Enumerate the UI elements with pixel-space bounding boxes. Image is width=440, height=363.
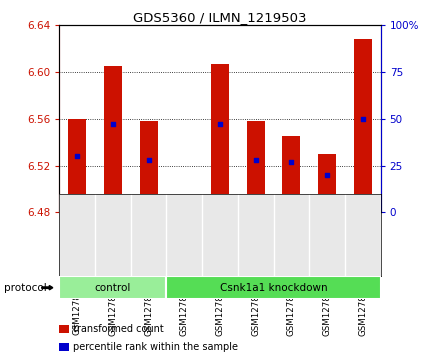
Bar [176,203,193,212]
Point [323,172,330,178]
Text: protocol: protocol [4,283,47,293]
Point [145,157,152,163]
Point [74,154,81,159]
Text: control: control [95,283,131,293]
Text: percentile rank within the sample: percentile rank within the sample [73,342,238,352]
Bar [354,40,372,212]
Bar [68,119,86,212]
Text: Csnk1a1 knockdown: Csnk1a1 knockdown [220,283,327,293]
Point [288,159,295,165]
Point [110,122,117,127]
Bar [318,154,336,212]
Point [181,204,188,210]
Bar [211,64,229,212]
Point [252,157,259,163]
Point [359,116,366,122]
Bar [282,136,300,212]
Bar [139,121,158,212]
Point [216,122,224,127]
Bar [166,276,381,299]
Bar [59,276,166,299]
Bar [247,121,264,212]
Text: transformed count: transformed count [73,323,163,334]
Title: GDS5360 / ILMN_1219503: GDS5360 / ILMN_1219503 [133,11,307,24]
Bar [104,66,122,212]
